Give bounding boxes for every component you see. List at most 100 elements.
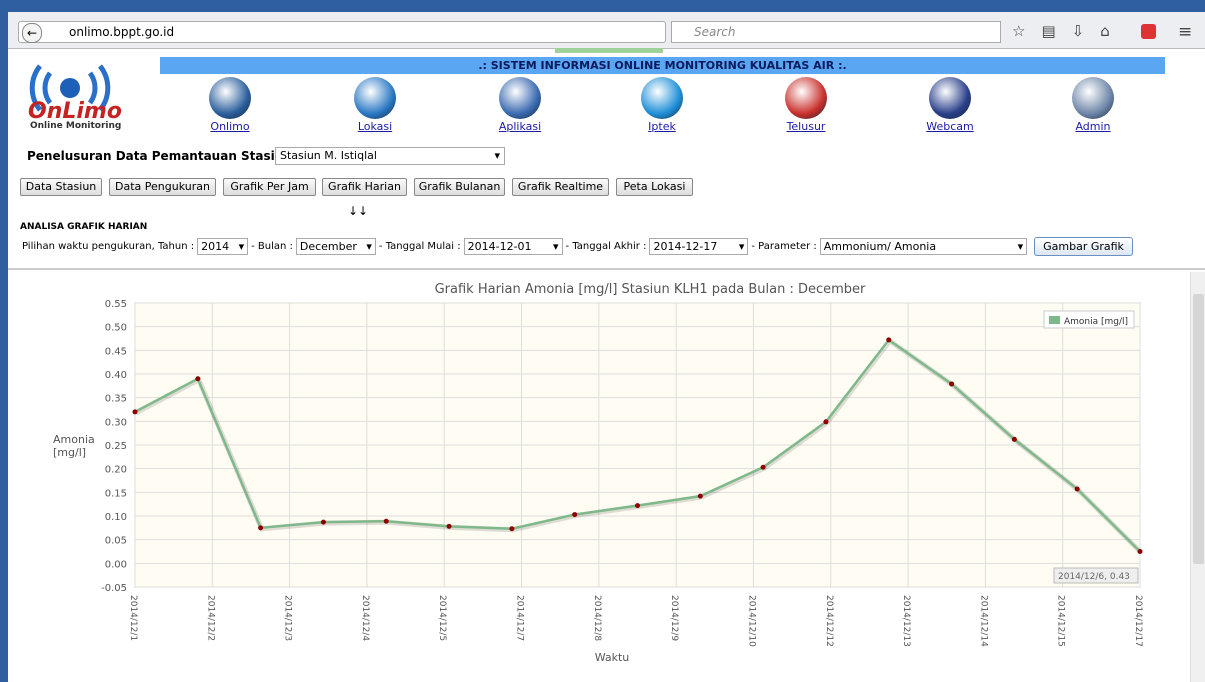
x-tick-label: 2014/12/7 [515,595,525,641]
nav-icon[interactable] [354,77,396,119]
tab-button[interactable]: Grafik Bulanan [414,178,505,196]
y-tick-label: 0.00 [105,559,127,570]
logo-text: OnLimo [28,99,122,124]
nav-icon[interactable] [499,77,541,119]
x-tick-label: 2014/12/9 [669,595,679,641]
nav-link[interactable]: Onlimo [210,120,250,133]
back-button[interactable]: ← [22,23,42,43]
data-point [760,464,766,470]
y-tick-label: 0.20 [105,465,127,476]
data-point [446,523,452,529]
tab-button[interactable]: Peta Lokasi [616,178,693,196]
param-select[interactable]: Ammonium/ Amonia [819,238,1028,255]
addon-icon[interactable] [1141,24,1156,39]
tab-button[interactable]: Data Stasiun [20,178,102,196]
data-point [509,526,515,532]
nav-icon[interactable] [929,77,971,119]
x-tick-label: 2014/12/5 [437,595,447,641]
nav-link[interactable]: Lokasi [357,120,393,133]
legend-swatch [1049,316,1060,324]
nav-icon[interactable] [785,77,827,119]
data-point [823,419,829,425]
label: - Tanggal Mulai : [378,241,461,252]
x-tick-label: 2014/12/4 [360,595,370,641]
y-tick-label: 0.15 [105,488,127,499]
tab-button[interactable]: Data Pengukuran [109,178,216,196]
data-point [195,376,201,382]
nav-link[interactable]: Aplikasi [498,120,542,133]
y-tick-label: 0.40 [105,370,127,381]
station-value: Stasiun M. Istiqlal [280,149,377,162]
chart: Grafik Harian Amonia [mg/l] Stasiun KLH1… [101,282,1143,664]
x-tick-label: 2014/12/17 [1133,595,1143,647]
x-tick-label: 2014/12/14 [978,595,988,647]
y-tick-label: 0.10 [105,512,127,523]
station-select[interactable]: Stasiun M. Istiqlal ▾ [275,147,505,165]
arrows: ↓↓ [348,204,369,218]
data-point [572,512,578,518]
data-point [697,493,703,499]
url-bar[interactable]: onlimo.bppt.go.id [18,21,666,43]
section-title: ANALISA GRAFIK HARIAN [20,222,148,232]
data-point [949,381,955,387]
data-point [1011,436,1017,442]
data-point [1137,549,1143,554]
chart-title: Grafik Harian Amonia [mg/l] Stasiun KLH1… [435,282,866,297]
tooltip: 2014/12/6, 0.43 [1058,572,1130,582]
tab-button[interactable]: Grafik Per Jam [223,178,316,196]
nav-link[interactable]: Webcam [926,120,974,133]
y-tick-label: -0.05 [101,583,127,594]
data-point [635,503,640,509]
label: - Tanggal Akhir : [565,241,647,252]
data-point [258,525,264,531]
search-bar[interactable]: Search [671,21,1001,43]
data-point [886,337,892,343]
year-select[interactable]: 2014 [197,238,249,255]
y-tick-label: 0.35 [105,394,127,405]
x-tick-label: 2014/12/12 [824,595,834,647]
label: - Parameter : [751,241,817,252]
legend-box [1043,310,1135,329]
x-tick-label: 2014/12/2 [205,595,215,641]
x-tick-label: 2014/12/1 [128,595,138,641]
window-left [0,0,8,682]
y-tick-label: 0.05 [105,536,127,547]
label: Pilihan waktu pengukuran, Tahun : [22,241,195,252]
tooltip-box [1053,567,1139,584]
banner: .: SISTEM INFORMASI ONLINE MONITORING KU… [160,57,1165,74]
form-row: Pilihan waktu pengukuran, Tahun :2014 - … [22,237,1133,256]
y-axis-label: Amonia [mg/l] [53,433,95,459]
station-label: Penelusuran Data Pemantauan Stasiun : [27,149,301,163]
tab-button[interactable]: Grafik Harian [322,178,407,196]
banner-tab [555,48,663,53]
y-tick-label: 0.50 [105,323,127,334]
x-tick-label: 2014/12/10 [746,595,756,647]
y-tick-label: 0.30 [105,417,127,428]
x-tick-label: 2014/12/3 [283,595,293,641]
month-select[interactable]: December [295,238,376,255]
end-select[interactable]: 2014-12-17 [649,238,749,255]
nav-icon[interactable] [1072,77,1114,119]
logo-subtitle: Online Monitoring [30,121,122,131]
nav-icon[interactable] [641,77,683,119]
nav-link[interactable]: Admin [1075,120,1111,133]
start-select[interactable]: 2014-12-01 [463,238,563,255]
data-point [383,518,389,524]
tab-button[interactable]: Grafik Realtime [512,178,609,196]
nav-link[interactable]: Iptek [648,120,676,133]
window-top [0,0,1205,12]
logo-icon [20,58,120,118]
y-tick-label: 0.25 [105,441,127,452]
label: - Bulan : [251,241,293,252]
nav-icon[interactable] [209,77,251,119]
x-tick-label: 2014/12/8 [592,595,602,641]
menu-icon[interactable]: ≡ [1178,22,1193,42]
toolbar-icons[interactable]: ☆▤⇩⌂ [1012,22,1126,40]
nav-link[interactable]: Telusur [786,120,826,133]
separator [8,268,1205,270]
data-point [132,409,138,415]
draw-button[interactable]: Gambar Grafik [1034,237,1133,256]
scrollbar[interactable] [1190,272,1205,682]
y-tick-label: 0.45 [105,346,127,357]
